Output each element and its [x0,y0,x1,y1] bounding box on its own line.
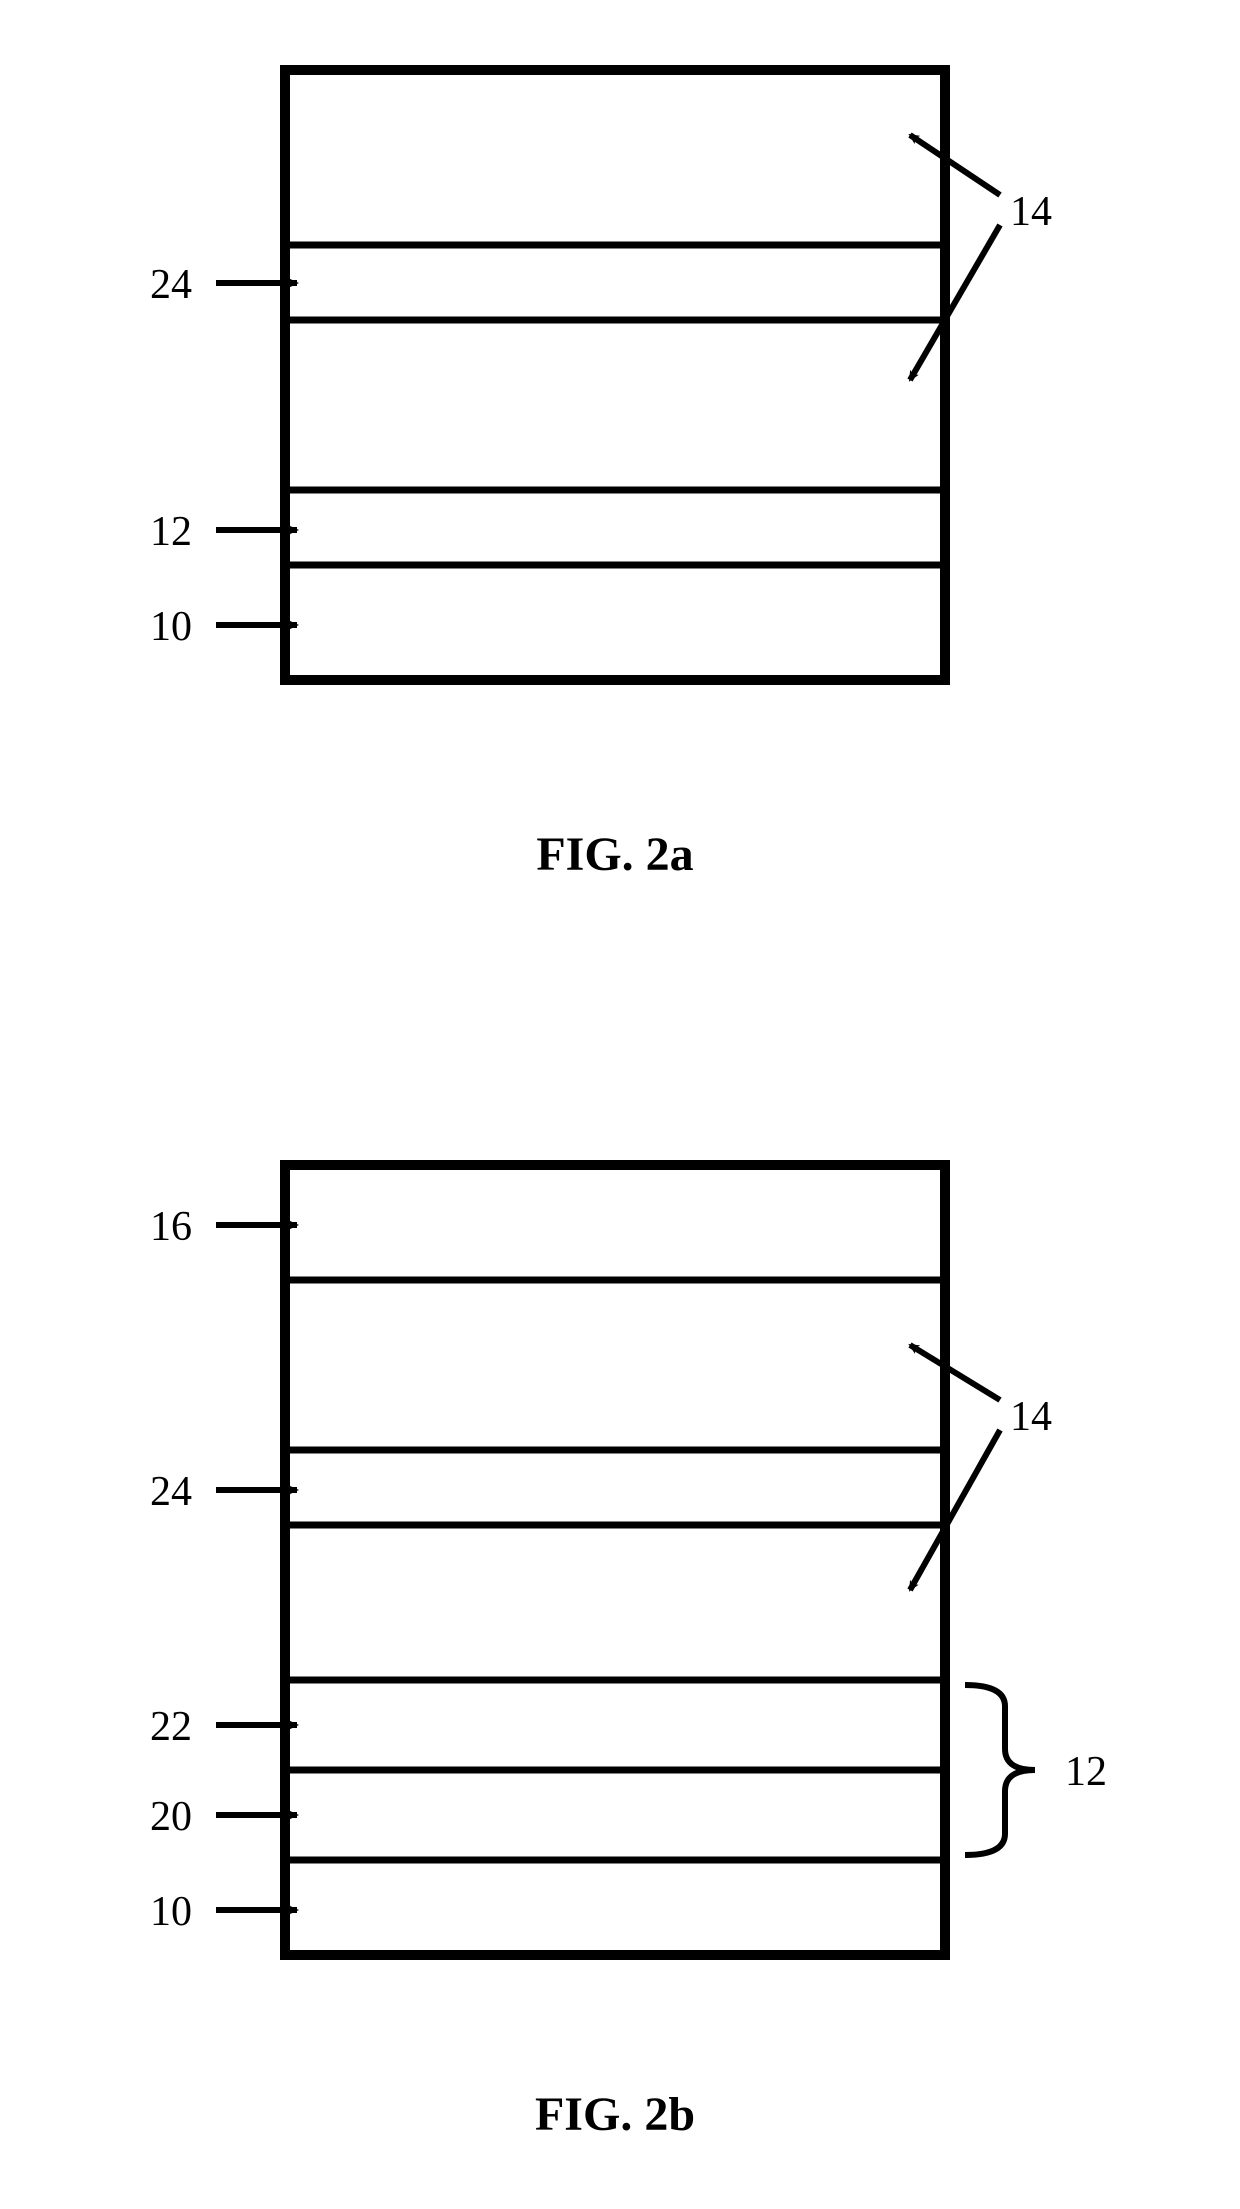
figure-2b: 16 24 22 20 10 14 12 FIG. 2b [150,1165,1107,2141]
label-24-b: 24 [150,1469,192,1515]
label-12-b: 12 [1065,1749,1107,1795]
diagram-svg: 24 12 10 14 FIG. 2a 16 24 22 20 10 14 12 FIG. 2b [0,0,1240,2209]
label-16-b: 16 [150,1204,192,1250]
label-14-a: 14 [1010,189,1052,235]
label-10-a: 10 [150,604,192,650]
label-10-b: 10 [150,1889,192,1935]
label-20-b: 20 [150,1794,192,1840]
label-22-b: 22 [150,1704,192,1750]
figure-2a: 24 12 10 14 FIG. 2a [150,70,1052,881]
label-14-b: 14 [1010,1394,1052,1440]
figure-2a-title: FIG. 2a [536,828,693,881]
label-12-a: 12 [150,509,192,555]
page: 24 12 10 14 FIG. 2a 16 24 22 20 10 14 12 FIG. 2b [0,0,1240,2209]
label-24-a: 24 [150,262,192,308]
figure-2b-title: FIG. 2b [535,2088,695,2141]
